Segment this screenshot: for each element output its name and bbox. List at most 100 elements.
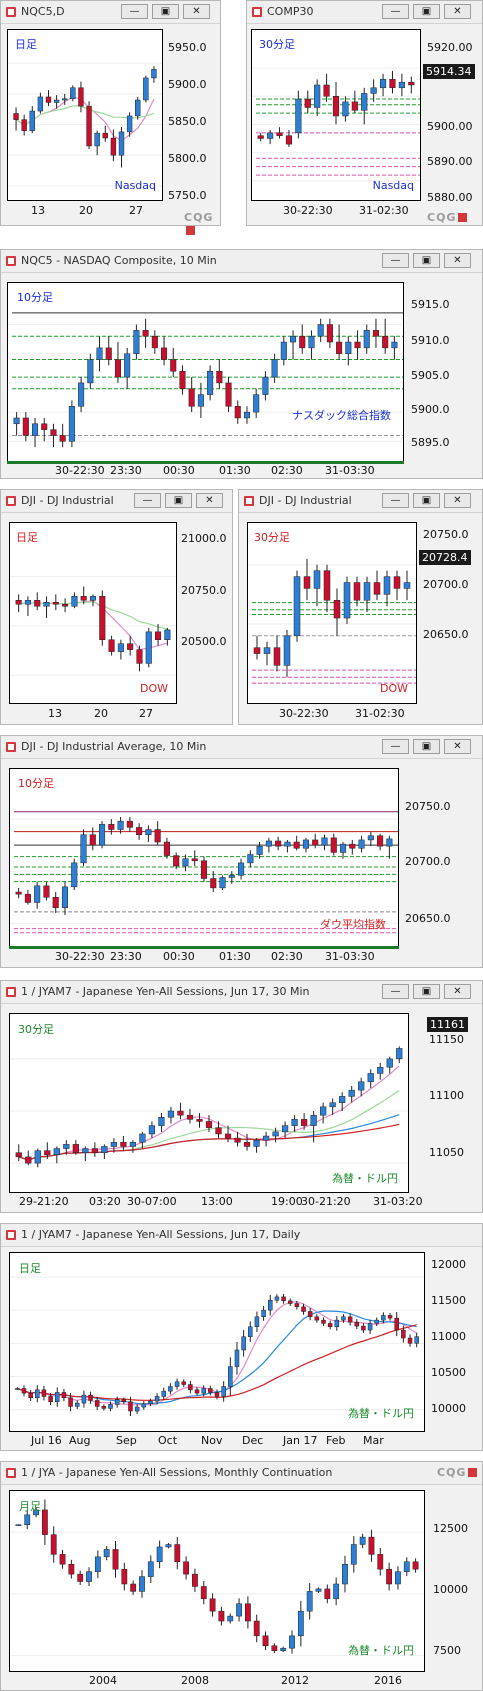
candle-body <box>196 1119 203 1122</box>
restore-button[interactable]: ▣ <box>165 493 192 508</box>
close-button[interactable]: ✕ <box>196 493 223 508</box>
candle-body <box>293 841 300 849</box>
x-tick-label: Jan 17 <box>283 1434 318 1447</box>
chart-plot-area[interactable]: 日足 DOW <box>9 522 177 704</box>
candle-body <box>89 834 96 846</box>
y-tick-label: 7500 <box>433 1644 461 1657</box>
window-titlebar[interactable]: NQC5 - NASDAQ Composite, 10 Min — ▣ ✕ <box>1 250 482 273</box>
candle-body <box>164 629 171 640</box>
candle-body <box>312 839 319 846</box>
minimize-button[interactable]: — <box>382 4 409 19</box>
x-tick-label: 27 <box>139 707 153 720</box>
candle-body <box>151 69 157 79</box>
candle-body <box>15 1152 22 1158</box>
chart-plot-area[interactable]: 10分足 ナスダック総合指数 <box>7 282 404 462</box>
candle-body <box>133 330 140 354</box>
candle-body <box>181 1381 186 1385</box>
candle-body <box>381 1315 386 1321</box>
chart-plot-area[interactable]: 日足 Nasdaq <box>7 29 163 201</box>
window-title: 1 / JYAM7 - Japanese Yen-All Sessions, J… <box>21 985 310 998</box>
candle-body <box>313 570 321 589</box>
candle-body <box>350 1544 357 1565</box>
close-button[interactable]: ✕ <box>444 493 471 508</box>
close-button[interactable]: ✕ <box>444 4 471 19</box>
restore-button[interactable]: ▣ <box>413 739 440 754</box>
close-button[interactable]: ✕ <box>444 739 471 754</box>
close-button[interactable]: ✕ <box>444 253 471 268</box>
minimize-button[interactable]: — <box>121 4 148 19</box>
candle-body <box>88 1394 93 1401</box>
chart-plot-area[interactable]: 30分足 Nasdaq <box>251 29 421 201</box>
chart-plot-area[interactable]: 30分足 DOW <box>247 522 417 704</box>
chart-window-dji-10min[interactable]: DJI - DJ Industrial Average, 10 Min — ▣ … <box>0 735 483 968</box>
candle-body <box>280 1647 287 1651</box>
candle-body <box>43 602 50 607</box>
restore-button[interactable]: ▣ <box>413 493 440 508</box>
chart-window-nqc5-daily[interactable]: NQC5,D — ▣ ✕ 日足 Nasdaq 5950.0 5900.0 585… <box>0 0 221 235</box>
chart-window-jpy-daily[interactable]: 1 / JYAM7 - Japanese Yen-All Sessions, J… <box>0 1223 483 1451</box>
candle-body <box>339 843 347 853</box>
window-titlebar[interactable]: DJI - DJ Industrial Average, 10 Min — ▣ … <box>1 736 482 759</box>
chart-window-jpy-monthly[interactable]: 1 / JYA - Japanese Yen-All Sessions, Mon… <box>0 1461 483 1691</box>
window-titlebar[interactable]: 1 / JYAM7 - Japanese Yen-All Sessions, J… <box>1 981 482 1004</box>
y-tick-label: 10000 <box>433 1583 468 1596</box>
chart-plot-area[interactable]: 10分足 ダウ平均指数 <box>9 768 399 948</box>
x-tick-label: 31-03:30 <box>325 464 375 477</box>
restore-button[interactable]: ▣ <box>152 4 179 19</box>
cqg-logo: CQG <box>437 1466 478 1479</box>
chart-window-jpy-30min[interactable]: 1 / JYAM7 - Japanese Yen-All Sessions, J… <box>0 980 483 1213</box>
chart-window-nasdaq-10min[interactable]: NQC5 - NASDAQ Composite, 10 Min — ▣ ✕ 10… <box>0 249 483 479</box>
window-titlebar[interactable]: DJI - DJ Industrial — ▣ ✕ <box>1 490 232 513</box>
candle-body <box>354 341 361 349</box>
candle-body <box>321 1319 326 1324</box>
ma-line <box>18 1123 400 1161</box>
window-titlebar[interactable]: 1 / JYAM7 - Japanese Yen-All Sessions, J… <box>1 1224 482 1247</box>
y-tick-label: 5900.0 <box>168 78 207 91</box>
candle-body <box>108 824 115 830</box>
chart-plot-area[interactable]: 日足 為替・ドル円 <box>9 1252 425 1432</box>
candle-body <box>126 115 133 133</box>
candle-body <box>254 1316 260 1327</box>
minimize-button[interactable]: — <box>382 253 409 268</box>
candle-body <box>327 1323 333 1327</box>
candle-body <box>372 330 379 337</box>
y-tick-label: 11000 <box>431 1330 466 1343</box>
restore-button[interactable]: ▣ <box>413 984 440 999</box>
x-tick-label: 23:30 <box>110 950 142 963</box>
window-titlebar[interactable]: NQC5,D — ▣ ✕ <box>1 1 220 24</box>
window-title: DJI - DJ Industrial <box>21 494 114 507</box>
chart-plot-area[interactable]: 月足 為替・ドル円 <box>9 1490 425 1672</box>
restore-button[interactable]: ▣ <box>413 4 440 19</box>
restore-button[interactable]: ▣ <box>413 253 440 268</box>
chart-app-icon <box>6 1230 16 1240</box>
timeframe-label: 月足 <box>19 1500 41 1513</box>
candle-body <box>141 1403 147 1408</box>
window-titlebar[interactable]: COMP30 — ▣ ✕ <box>247 1 482 24</box>
window-title: 1 / JYA - Japanese Yen-All Sessions, Mon… <box>21 1466 333 1479</box>
minimize-button[interactable]: — <box>382 739 409 754</box>
minimize-button[interactable]: — <box>382 984 409 999</box>
close-button[interactable]: ✕ <box>444 984 471 999</box>
chart-window-dji-daily[interactable]: DJI - DJ Industrial — ▣ ✕ 日足 DOW 21000.0… <box>0 489 233 725</box>
minimize-button[interactable]: — <box>134 493 161 508</box>
chart-window-comp30[interactable]: COMP30 — ▣ ✕ 30分足 Nasdaq 5920.00 5914.34… <box>246 0 483 226</box>
close-button[interactable]: ✕ <box>183 4 210 19</box>
chart-window-dji-30min[interactable]: DJI - DJ Industrial — ▣ ✕ 30分足 DOW 20750… <box>238 489 483 725</box>
candle-body <box>72 1144 79 1153</box>
candle-body <box>299 335 306 349</box>
window-titlebar[interactable]: DJI - DJ Industrial — ▣ ✕ <box>239 490 482 513</box>
candle-body <box>110 137 117 156</box>
chart-app-icon <box>6 496 16 506</box>
chart-plot-area[interactable]: 30分足 為替・ドル円 <box>9 1013 409 1193</box>
candle-body <box>363 582 371 601</box>
candle-body <box>208 1388 213 1393</box>
y-tick-label: 12000 <box>431 1258 466 1271</box>
minimize-button[interactable]: — <box>382 493 409 508</box>
y-tick-label: 5915.0 <box>411 298 450 311</box>
candle-body <box>386 1568 393 1585</box>
candle-body <box>128 1401 133 1412</box>
candle-body <box>34 1150 41 1164</box>
candle-body <box>34 885 41 903</box>
timeframe-label: 10分足 <box>17 291 53 304</box>
window-titlebar[interactable]: 1 / JYA - Japanese Yen-All Sessions, Mon… <box>1 1462 482 1485</box>
